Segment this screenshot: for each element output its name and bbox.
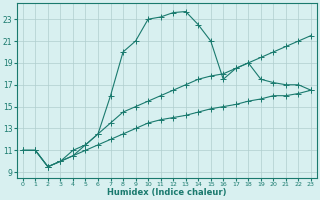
- X-axis label: Humidex (Indice chaleur): Humidex (Indice chaleur): [107, 188, 227, 197]
